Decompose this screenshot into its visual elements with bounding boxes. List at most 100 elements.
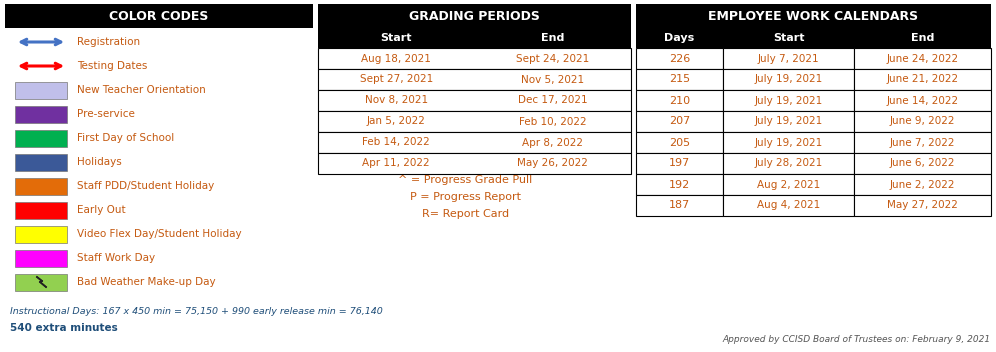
Bar: [723, 69, 855, 90]
Bar: [855, 174, 991, 195]
Bar: [723, 111, 855, 132]
Bar: [318, 48, 631, 69]
Text: June 24, 2022: June 24, 2022: [886, 54, 959, 63]
Text: Holidays: Holidays: [77, 157, 122, 167]
Text: ^ = Progress Grade Pull: ^ = Progress Grade Pull: [398, 175, 532, 185]
Text: Testing Dates: Testing Dates: [77, 61, 147, 71]
Text: EMPLOYEE WORK CALENDARS: EMPLOYEE WORK CALENDARS: [708, 10, 918, 23]
Text: 540 extra minutes: 540 extra minutes: [10, 323, 118, 333]
Bar: [318, 4, 631, 28]
Bar: [636, 4, 991, 28]
Bar: [636, 28, 991, 48]
Bar: [15, 177, 67, 195]
Text: 205: 205: [669, 138, 690, 147]
Text: Days: Days: [664, 33, 694, 43]
Text: Staff Work Day: Staff Work Day: [77, 253, 155, 263]
Bar: [15, 106, 67, 122]
Bar: [15, 274, 67, 290]
Text: 197: 197: [669, 158, 690, 169]
Text: June 7, 2022: June 7, 2022: [889, 138, 955, 147]
Bar: [636, 90, 723, 111]
Text: June 14, 2022: June 14, 2022: [886, 95, 959, 106]
Text: New Teacher Orientation: New Teacher Orientation: [77, 85, 206, 95]
Bar: [15, 130, 67, 146]
Text: July 28, 2021: July 28, 2021: [755, 158, 823, 169]
Text: Start: Start: [380, 33, 412, 43]
Text: July 19, 2021: July 19, 2021: [755, 138, 823, 147]
Text: 192: 192: [669, 180, 690, 189]
Bar: [855, 111, 991, 132]
Text: June 6, 2022: June 6, 2022: [889, 158, 955, 169]
Bar: [636, 195, 723, 216]
Text: Dec 17, 2021: Dec 17, 2021: [518, 95, 588, 106]
Bar: [723, 132, 855, 153]
Text: June 9, 2022: June 9, 2022: [889, 117, 955, 126]
Text: June 2, 2022: June 2, 2022: [889, 180, 955, 189]
Bar: [723, 48, 855, 69]
Text: Nov 5, 2021: Nov 5, 2021: [521, 75, 585, 84]
Bar: [723, 174, 855, 195]
Text: Feb 14, 2022: Feb 14, 2022: [363, 138, 430, 147]
Text: July 7, 2021: July 7, 2021: [758, 54, 820, 63]
Bar: [15, 250, 67, 266]
Bar: [855, 90, 991, 111]
Text: Approved by CCISD Board of Trustees on: February 9, 2021: Approved by CCISD Board of Trustees on: …: [723, 335, 991, 345]
Text: Apr 11, 2022: Apr 11, 2022: [363, 158, 430, 169]
Text: Aug 18, 2021: Aug 18, 2021: [362, 54, 431, 63]
Text: 210: 210: [669, 95, 690, 106]
Bar: [5, 4, 313, 28]
Text: May 27, 2022: May 27, 2022: [887, 201, 958, 210]
Bar: [15, 226, 67, 243]
Text: GRADING PERIODS: GRADING PERIODS: [409, 10, 540, 23]
Bar: [318, 28, 631, 48]
Text: Jan 5, 2022: Jan 5, 2022: [367, 117, 425, 126]
Text: July 19, 2021: July 19, 2021: [755, 95, 823, 106]
Text: End: End: [541, 33, 565, 43]
Text: R= Report Card: R= Report Card: [421, 209, 509, 219]
Text: P = Progress Report: P = Progress Report: [409, 192, 521, 202]
Bar: [636, 48, 723, 69]
Bar: [636, 111, 723, 132]
Text: Feb 10, 2022: Feb 10, 2022: [519, 117, 587, 126]
Text: 226: 226: [669, 54, 690, 63]
Text: Apr 8, 2022: Apr 8, 2022: [522, 138, 584, 147]
Bar: [855, 69, 991, 90]
Bar: [15, 82, 67, 99]
Bar: [636, 153, 723, 174]
Text: End: End: [911, 33, 934, 43]
Text: July 19, 2021: July 19, 2021: [755, 75, 823, 84]
Text: Nov 8, 2021: Nov 8, 2021: [365, 95, 428, 106]
Bar: [15, 201, 67, 219]
Text: COLOR CODES: COLOR CODES: [110, 10, 209, 23]
Text: Aug 2, 2021: Aug 2, 2021: [757, 180, 821, 189]
Bar: [636, 132, 723, 153]
Text: Video Flex Day/Student Holiday: Video Flex Day/Student Holiday: [77, 229, 242, 239]
Text: Aug 4, 2021: Aug 4, 2021: [757, 201, 821, 210]
Bar: [318, 111, 631, 132]
Bar: [723, 195, 855, 216]
Bar: [855, 195, 991, 216]
Text: Bad Weather Make-up Day: Bad Weather Make-up Day: [77, 277, 215, 287]
Text: Pre-service: Pre-service: [77, 109, 134, 119]
Bar: [723, 153, 855, 174]
Text: 215: 215: [669, 75, 690, 84]
Bar: [318, 153, 631, 174]
Text: Sept 27, 2021: Sept 27, 2021: [360, 75, 433, 84]
Text: Early Out: Early Out: [77, 205, 125, 215]
Text: Registration: Registration: [77, 37, 140, 47]
Text: Start: Start: [773, 33, 805, 43]
Bar: [855, 132, 991, 153]
Text: 187: 187: [669, 201, 690, 210]
Text: Sept 24, 2021: Sept 24, 2021: [516, 54, 590, 63]
Bar: [318, 132, 631, 153]
Text: First Day of School: First Day of School: [77, 133, 174, 143]
Text: June 21, 2022: June 21, 2022: [886, 75, 959, 84]
Text: 207: 207: [669, 117, 690, 126]
Bar: [15, 153, 67, 170]
Text: July 19, 2021: July 19, 2021: [755, 117, 823, 126]
Bar: [636, 69, 723, 90]
Bar: [318, 69, 631, 90]
Text: Staff PDD/Student Holiday: Staff PDD/Student Holiday: [77, 181, 214, 191]
Bar: [723, 90, 855, 111]
Bar: [636, 174, 723, 195]
